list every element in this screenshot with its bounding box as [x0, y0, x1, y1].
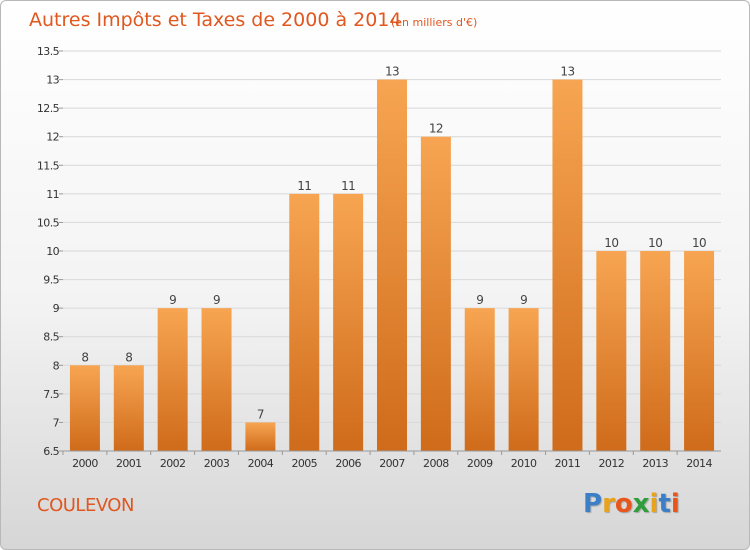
x-tick-label: 2001	[116, 457, 142, 470]
data-label: 13	[385, 65, 399, 79]
chart-subtitle: (en milliers d'€)	[391, 16, 477, 29]
x-tick-label: 2005	[291, 457, 317, 470]
y-tick-label: 9.5	[43, 274, 59, 287]
logo-letter: i	[670, 489, 680, 519]
data-labels: 8 8 9 9 7 11 11 13 12 9 9 13 10 10 10	[81, 65, 706, 422]
bar-2004	[245, 422, 276, 451]
x-tick-label: 2002	[160, 457, 186, 470]
data-label: 10	[692, 236, 706, 250]
x-tick-label: 2013	[642, 457, 668, 470]
x-tick-label: 2011	[555, 457, 581, 470]
y-tick-label: 11.5	[37, 159, 60, 172]
y-tick-label: 8.5	[43, 331, 59, 344]
data-label: 8	[81, 350, 88, 364]
logo-letter: i	[649, 489, 659, 519]
bar-2003	[201, 308, 232, 451]
place-name: COULEVON	[37, 495, 134, 516]
x-tick-label: 2009	[467, 457, 493, 470]
data-label: 10	[604, 236, 618, 250]
x-axis: 2000 2001 2002 2003 2004 2005 2006 2007 2008 2009…	[62, 451, 713, 470]
data-label: 9	[169, 293, 176, 307]
y-tick-label: 10	[46, 245, 59, 258]
data-label: 9	[476, 293, 483, 307]
x-tick-label: 2010	[511, 457, 537, 470]
bar-2009	[464, 308, 495, 451]
bar-2011	[552, 79, 583, 452]
bar-2012	[596, 251, 627, 451]
logo-letter: o	[614, 489, 633, 519]
y-tick-label: 8	[53, 359, 60, 372]
bar-2008	[420, 136, 451, 451]
bar-2005	[289, 193, 320, 451]
bar-2000	[69, 365, 100, 451]
chart-title: Autres Impôts et Taxes de 2000 à 2014	[29, 9, 402, 31]
data-label: 10	[648, 236, 662, 250]
data-label: 9	[520, 293, 527, 307]
data-label: 7	[257, 407, 264, 421]
y-tick-label: 9	[53, 302, 60, 315]
logo-letter: r	[602, 489, 615, 519]
bar-2010	[508, 308, 539, 451]
data-label: 13	[560, 65, 574, 79]
x-tick-label: 2004	[248, 457, 274, 470]
y-tick-label: 12.5	[37, 102, 60, 115]
x-tick-label: 2012	[599, 457, 625, 470]
y-tick-label: 13	[46, 74, 59, 87]
y-axis: 6.5 7 7.5 8 8.5 9 9.5 10 10.5 11 11.5 12 12.5 13 13.5	[37, 45, 63, 458]
data-label: 11	[341, 179, 355, 193]
y-tick-label: 13.5	[37, 45, 60, 58]
bars	[69, 79, 715, 452]
x-tick-label: 2000	[72, 457, 98, 470]
data-label: 12	[429, 122, 443, 136]
bar-2002	[157, 308, 188, 451]
y-tick-label: 11	[46, 188, 59, 201]
x-tick-label: 2006	[335, 457, 361, 470]
data-label: 8	[125, 350, 132, 364]
y-tick-label: 7.5	[43, 388, 59, 401]
y-tick-label: 7	[53, 416, 60, 429]
logo-letter: x	[632, 489, 650, 519]
bar-2001	[113, 365, 144, 451]
logo-letter: P	[583, 489, 603, 519]
x-tick-label: 2007	[379, 457, 405, 470]
y-tick-label: 10.5	[37, 216, 60, 229]
x-tick-label: 2014	[686, 457, 712, 470]
bar-2007	[377, 79, 407, 452]
x-tick-label: 2003	[204, 457, 230, 470]
y-tick-label: 12	[46, 131, 59, 144]
bar-2006	[333, 193, 364, 451]
y-tick-label: 6.5	[43, 445, 59, 458]
data-label: 9	[213, 293, 220, 307]
proxiti-logo[interactable]: Proxiti	[583, 489, 680, 519]
logo-letter: t	[658, 489, 671, 519]
data-label: 11	[297, 179, 311, 193]
x-tick-label: 2008	[423, 457, 449, 470]
bar-2013	[640, 251, 671, 451]
bar-2014	[684, 251, 715, 451]
